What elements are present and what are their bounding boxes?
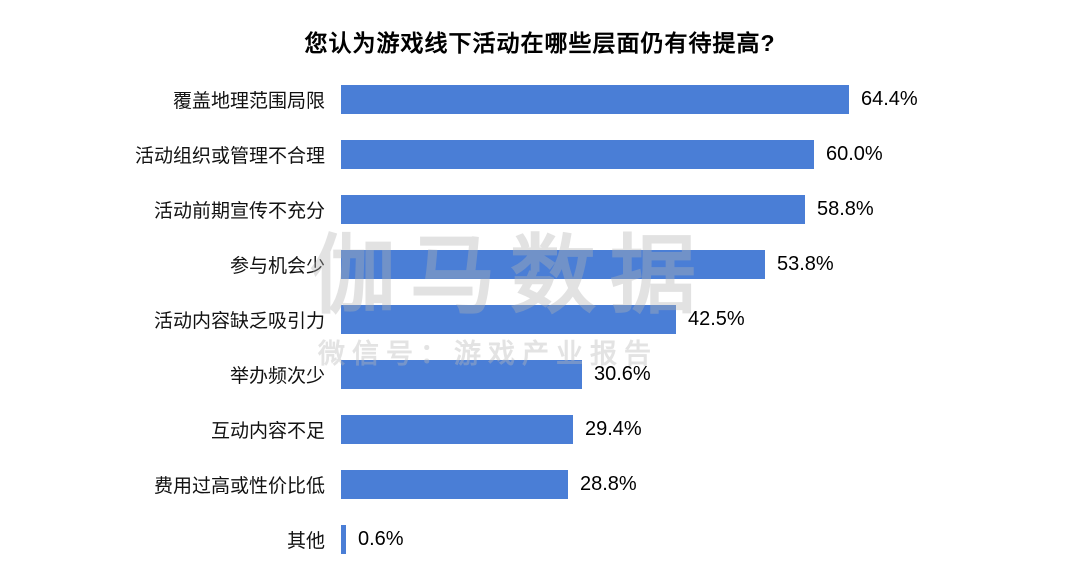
category-label: 活动前期宣传不充分 — [153, 201, 325, 222]
category-label: 覆盖地理范围局限 — [172, 91, 325, 112]
value-label: 42.5% — [688, 308, 745, 330]
bar — [341, 250, 765, 279]
bar — [341, 415, 573, 444]
value-label: 0.6% — [358, 528, 404, 550]
bar — [341, 195, 805, 224]
category-label: 活动组织或管理不合理 — [134, 146, 325, 167]
category-label: 举办频次少 — [229, 366, 325, 387]
bar-row: 活动前期宣传不充分 58.8% — [0, 182, 1080, 237]
value-label: 28.8% — [580, 473, 637, 495]
bar-rows: 覆盖地理范围局限 64.4% 活动组织或管理不合理 60.0% 活动前期宣传不充分 58.… — [0, 72, 1080, 567]
bar — [341, 360, 582, 389]
bar — [341, 470, 568, 499]
category-label: 活动内容缺乏吸引力 — [153, 311, 325, 332]
category-label: 其他 — [286, 531, 325, 552]
value-label: 58.8% — [817, 198, 874, 220]
bar — [341, 85, 849, 114]
value-label: 53.8% — [777, 253, 834, 275]
bar-row: 互动内容不足 29.4% — [0, 402, 1080, 457]
bar-row: 费用过高或性价比低 28.8% — [0, 457, 1080, 512]
value-label: 29.4% — [585, 418, 642, 440]
bar — [341, 305, 676, 334]
bar — [341, 525, 346, 554]
value-label: 60.0% — [826, 143, 883, 165]
bar-row: 活动组织或管理不合理 60.0% — [0, 127, 1080, 182]
value-label: 30.6% — [594, 363, 651, 385]
bar-row: 其他 0.6% — [0, 512, 1080, 567]
category-label: 参与机会少 — [229, 256, 325, 277]
bar-row: 举办频次少 30.6% — [0, 347, 1080, 402]
category-label: 费用过高或性价比低 — [153, 476, 325, 497]
value-label: 64.4% — [861, 88, 918, 110]
bar — [341, 140, 814, 169]
chart-title: 您认为游戏线下活动在哪些层面仍有待提高? — [304, 30, 776, 56]
category-label: 互动内容不足 — [210, 421, 325, 442]
bar-row: 覆盖地理范围局限 64.4% — [0, 72, 1080, 127]
bar-row: 参与机会少 53.8% — [0, 237, 1080, 292]
bar-row: 活动内容缺乏吸引力 42.5% — [0, 292, 1080, 347]
